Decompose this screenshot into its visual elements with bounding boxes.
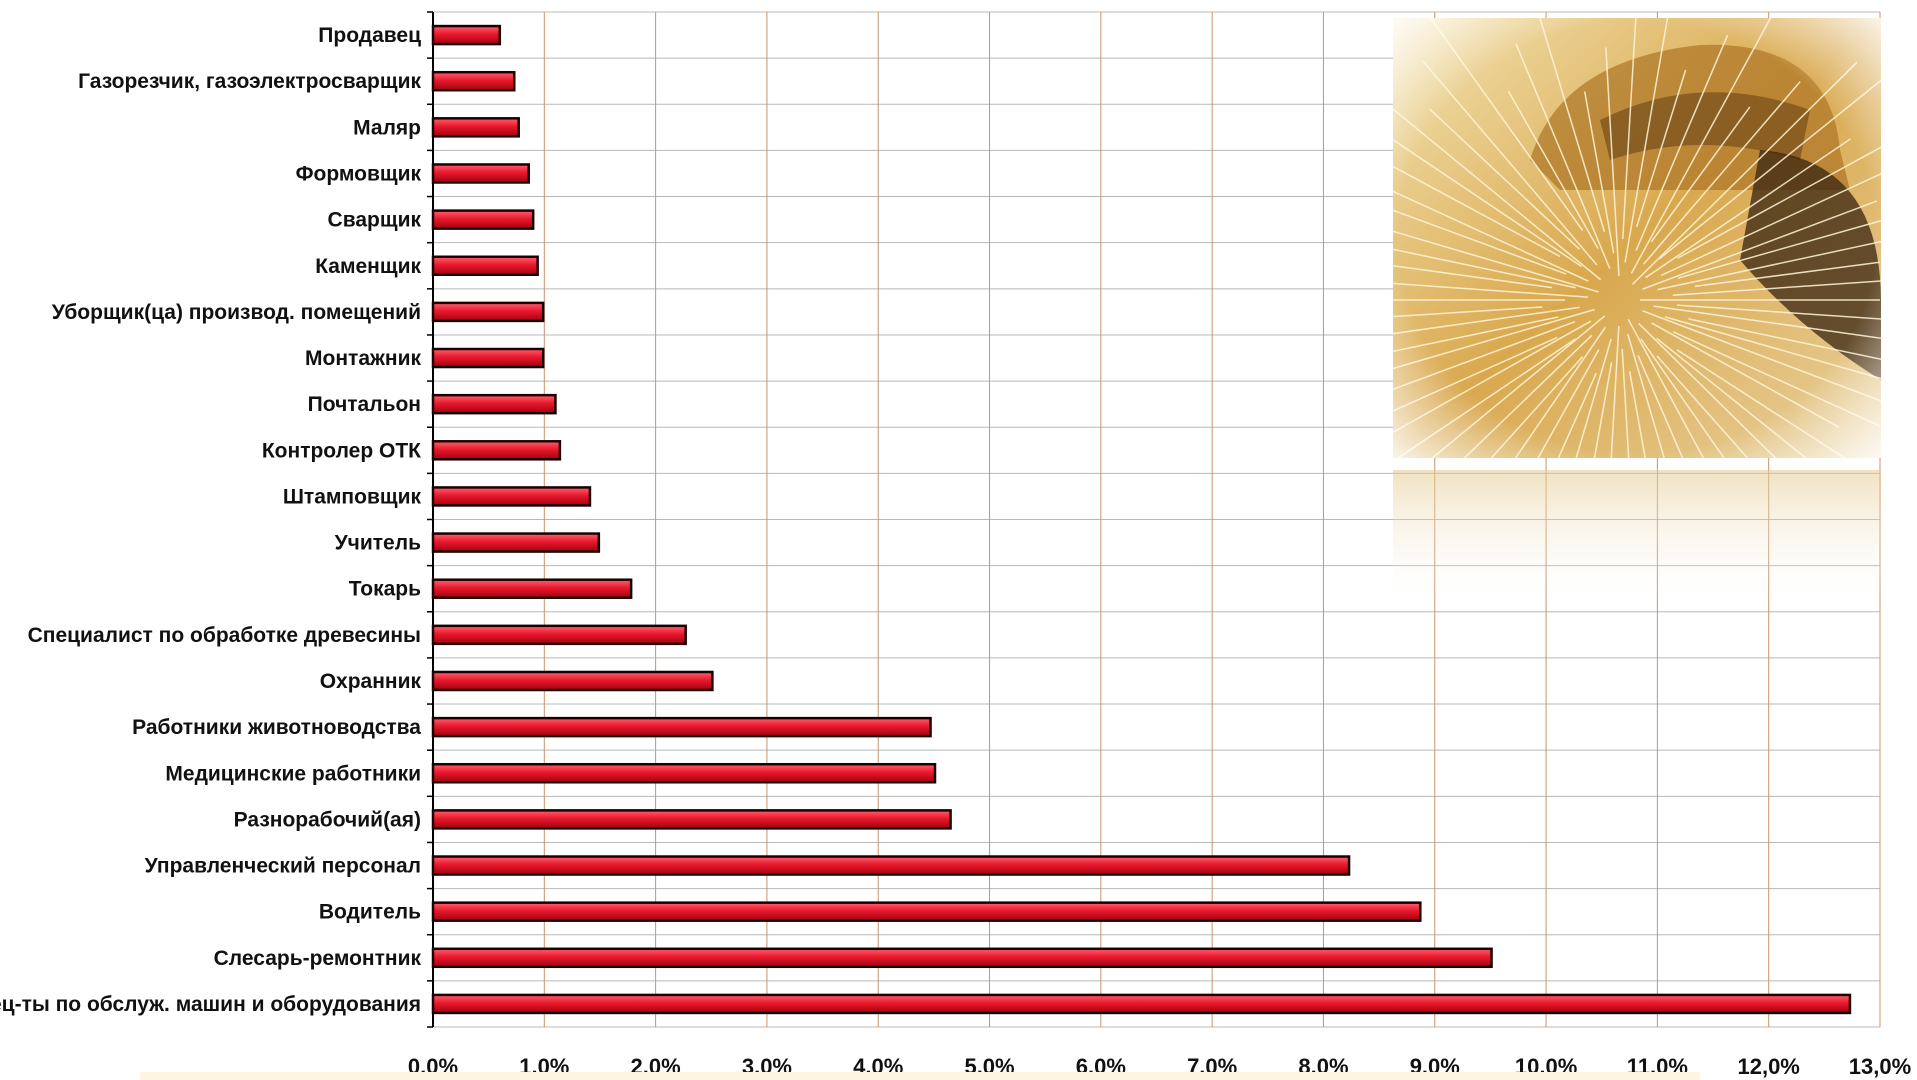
category-label: Маляр — [353, 116, 421, 139]
bar-16 — [431, 716, 932, 738]
bar-5 — [431, 209, 535, 230]
category-label: Токарь — [349, 578, 421, 601]
category-label: Монтажник — [305, 347, 421, 370]
bar-4 — [431, 163, 530, 184]
category-label: Спец-ты по обслуж. машин и оборудования — [0, 993, 421, 1016]
grid-lines — [427, 11, 1881, 1028]
bar-22 — [431, 993, 1852, 1015]
bar-19 — [431, 855, 1351, 876]
category-label: Слесарь-ремонтник — [214, 947, 422, 970]
category-label: Формовщик — [296, 162, 422, 185]
bar-2 — [431, 70, 516, 92]
bar-6 — [431, 255, 539, 276]
category-label: Контролер ОТК — [262, 439, 421, 462]
category-label: Сварщик — [328, 209, 422, 232]
category-label: Водитель — [319, 901, 421, 924]
category-label: Специалист по обработке древесины — [28, 624, 421, 647]
category-label: Каменщик — [315, 255, 421, 278]
bar-14 — [431, 624, 687, 646]
bar-15 — [431, 670, 714, 692]
x-tick-label: 12,0% — [1737, 1054, 1799, 1079]
bar-10 — [431, 440, 562, 461]
category-label: Работники животноводства — [132, 716, 421, 739]
category-label: Управленческий персонал — [145, 855, 421, 878]
category-label: Уборщик(ца) производ. помещений — [52, 301, 421, 324]
category-label: Разнорабочий(ая) — [234, 808, 421, 831]
bar-21 — [431, 947, 1493, 969]
bars — [431, 24, 1852, 1015]
category-label: Продавец — [318, 24, 421, 47]
category-label: Медицинские работники — [165, 762, 421, 785]
bar-13 — [431, 578, 633, 599]
category-label: Учитель — [335, 532, 421, 555]
bar-8 — [431, 347, 545, 369]
x-tick-label: 13,0% — [1849, 1054, 1911, 1079]
bar-20 — [431, 901, 1422, 922]
bar-12 — [431, 532, 601, 553]
category-label: Почтальон — [308, 393, 421, 416]
bar-7 — [431, 301, 545, 323]
category-label: Штамповщик — [283, 485, 422, 508]
bar-9 — [431, 393, 557, 415]
welder-photo — [1393, 18, 1881, 610]
bar-17 — [431, 763, 937, 784]
category-label: Газорезчик, газоэлектросварщик — [78, 70, 421, 93]
bar-18 — [431, 809, 952, 830]
category-label: Охранник — [320, 670, 422, 693]
bar-11 — [431, 486, 592, 507]
bar-3 — [431, 117, 520, 138]
bar-1 — [431, 24, 502, 46]
category-labels: Продавец Газорезчик, газоэлектросварщик Ма… — [0, 24, 421, 1016]
bottom-strip — [140, 1072, 1700, 1080]
